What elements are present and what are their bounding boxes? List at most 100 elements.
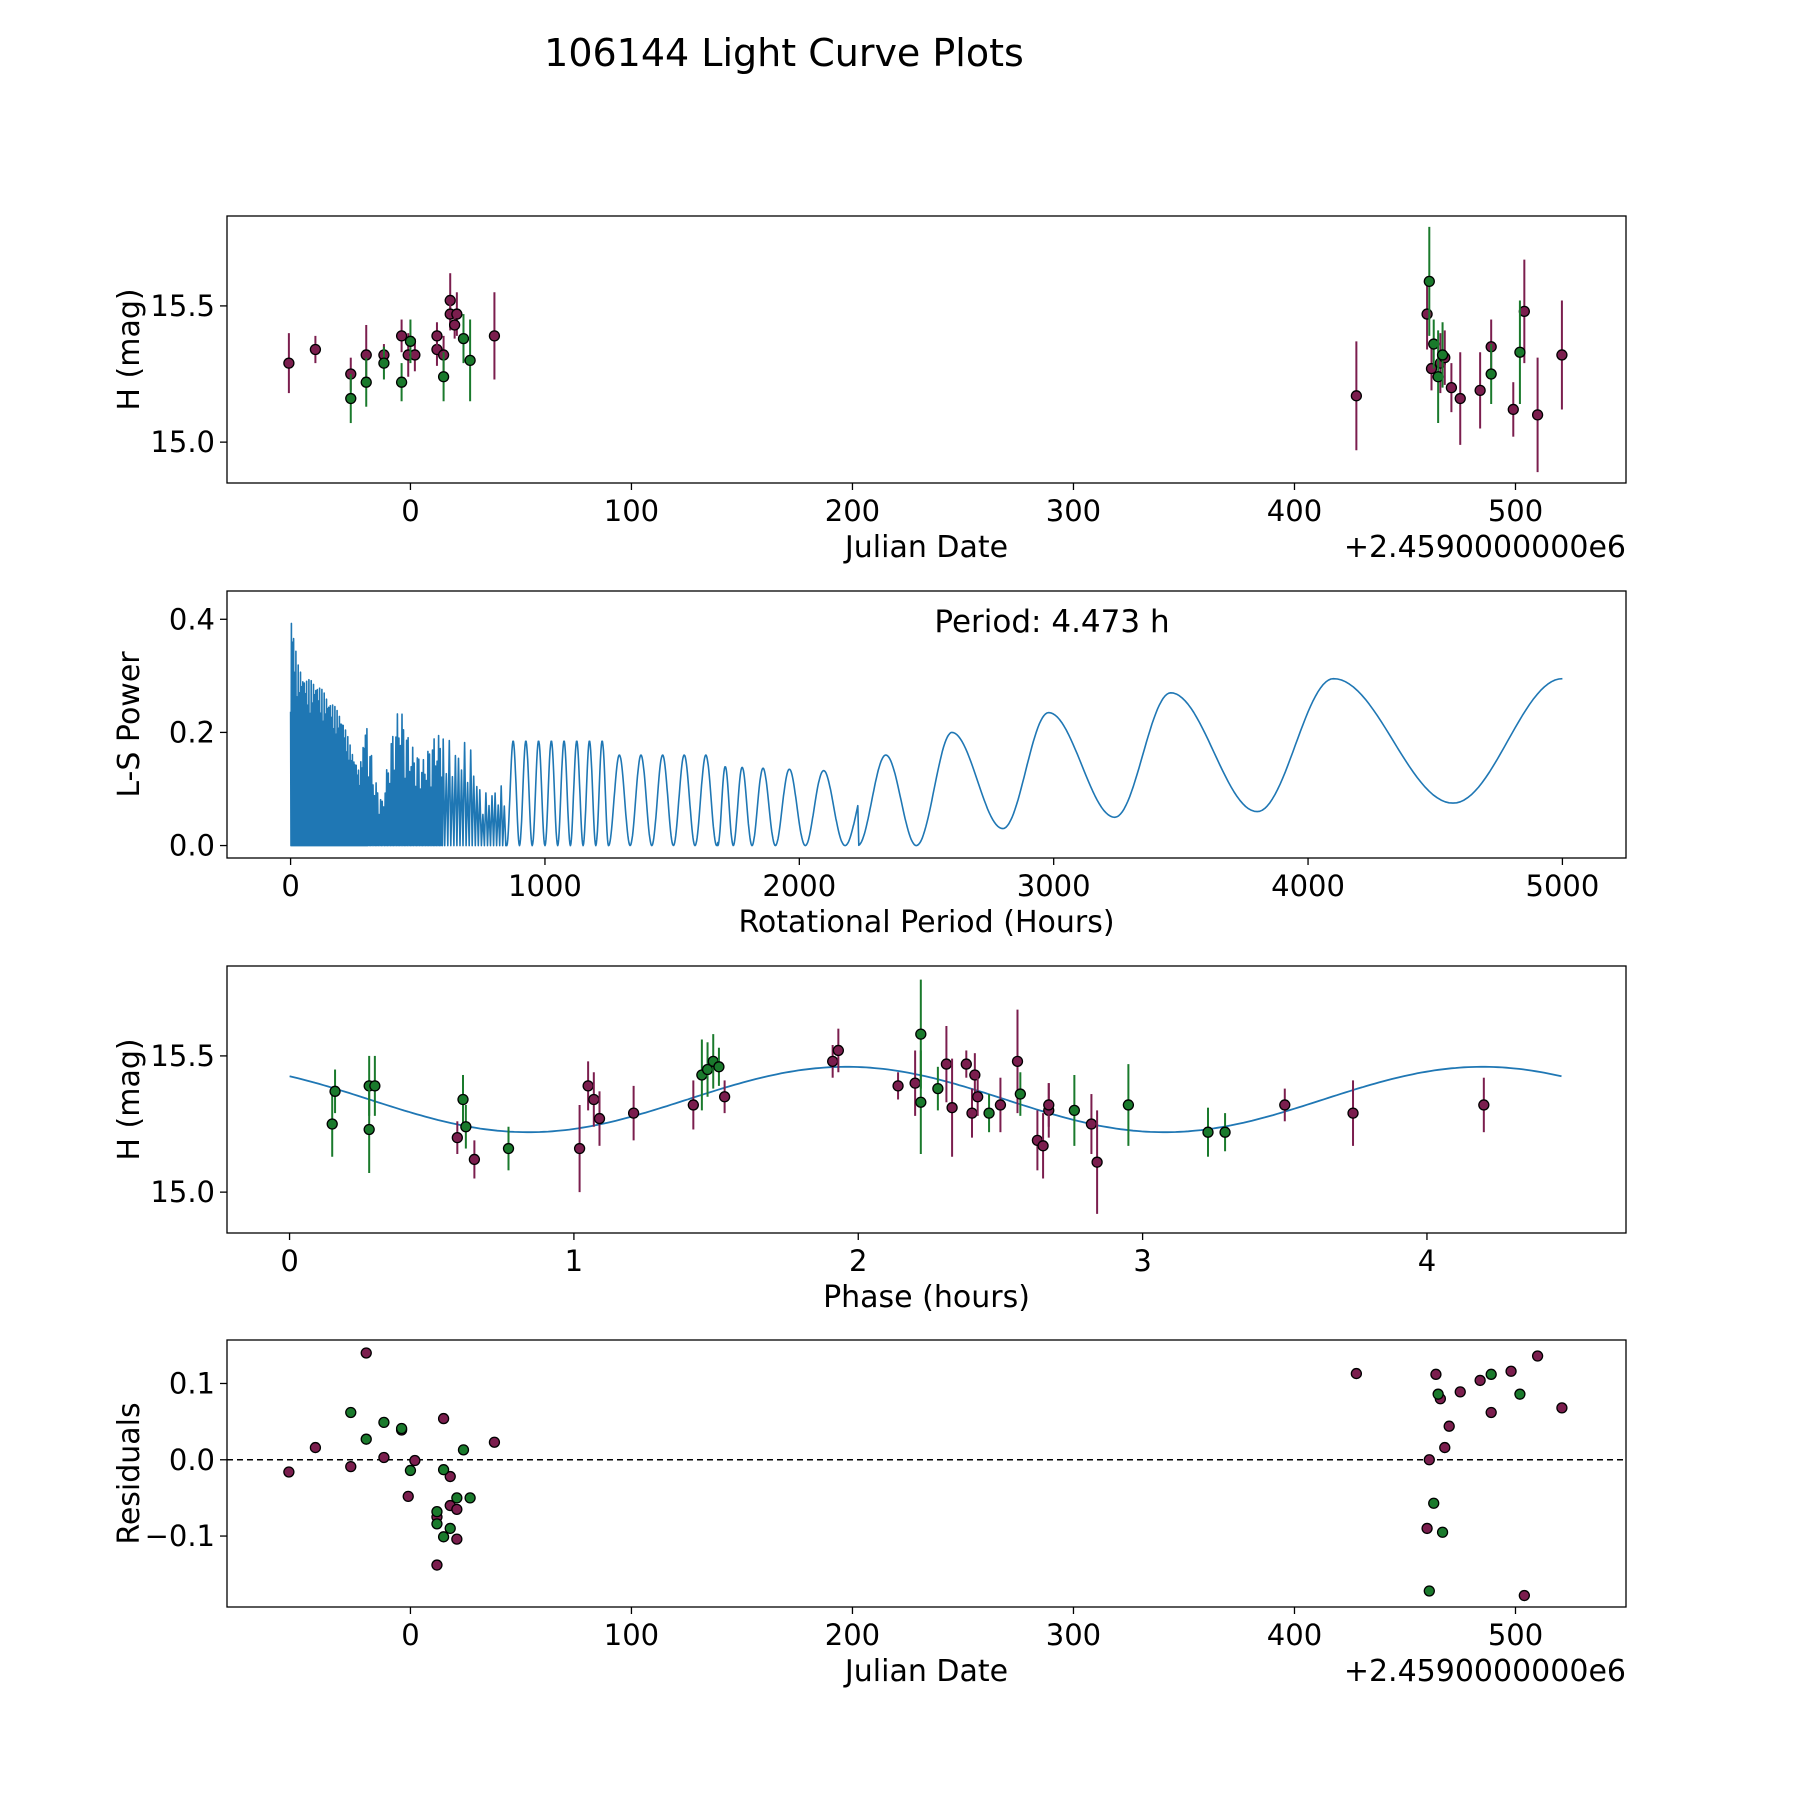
x-tick-label: 200 [825,494,880,528]
data-point [468,1153,481,1166]
data-point [946,1102,958,1114]
data-point [966,1107,978,1119]
data-point [460,1121,472,1133]
x-axis-label: Julian Date [843,1654,1008,1689]
data-point [593,1112,606,1125]
data-point [360,1433,372,1445]
axes-frame [226,215,1627,484]
y-tick-label: 0.1 [169,1366,215,1400]
data-point [502,1142,515,1155]
figure-title: 106144 Light Curve Plots [544,31,1024,75]
data-point [451,1492,463,1504]
data-point [1423,275,1435,288]
data-point [451,1533,463,1545]
x-tick-label: 0 [401,1618,419,1652]
data-point [1068,1104,1081,1117]
period-annotation: Period: 4.473 h [934,604,1169,640]
data-point [1432,1388,1444,1400]
data-point [1485,1406,1497,1419]
data-point [1454,1386,1466,1398]
data-point [1421,1522,1433,1535]
data-point [1436,1526,1449,1538]
x-tick-label: 0 [281,869,299,903]
data-point [1085,1118,1098,1130]
x-tick-label: 1 [565,1244,583,1278]
x-tick-label: 400 [1267,494,1322,528]
data-point [1428,1497,1440,1509]
y-tick-label: 15.5 [150,1039,215,1073]
data-point [969,1069,981,1081]
chart-phase-fold: 0 1 2 3 4 15.0 15.5 Phase (hours) H (mag) [112,965,1627,1315]
x-tick-label: 400 [1267,1618,1322,1652]
data-point [627,1107,640,1119]
data-point [1347,1107,1359,1119]
x-axis-label: Julian Date [843,530,1008,565]
periodogram-line [289,622,1563,847]
y-tick-label: −0.1 [145,1519,215,1553]
data-point [1518,1589,1530,1602]
data-point [404,335,417,347]
data-point [378,357,390,369]
x-tick-label: 0 [401,494,419,528]
data-point [1474,384,1486,397]
data-point [1202,1126,1214,1138]
data-point [360,1347,372,1359]
data-point [1556,349,1568,361]
x-axis-label: Rotational Period (Hours) [738,905,1114,940]
data-point [395,1422,408,1435]
data-point [1014,1088,1026,1100]
data-point [369,1080,381,1092]
data-point [1445,381,1458,394]
data-point [451,1131,463,1144]
data-point [940,1058,953,1070]
y-tick-label: 0.0 [169,829,215,863]
data-point [1122,1099,1135,1111]
y-axis-label: L-S Power [112,651,147,798]
x-axis-label: Phase (hours) [823,1280,1030,1315]
x-tick-label: 5000 [1526,869,1600,903]
data-point [1485,368,1497,380]
data-point [1423,1454,1435,1466]
x-offset-label: +2.4590000000e6 [1344,1654,1626,1689]
y-tick-label: 15.0 [150,1175,215,1209]
y-tick-label: 0.4 [169,602,215,636]
data-point [983,1107,995,1119]
y-tick-label: 15.5 [150,289,215,323]
data-point [1454,392,1466,405]
y-axis-label: Residuals [112,1402,147,1544]
data-point [345,392,357,405]
x-tick-label: 500 [1488,494,1543,528]
axes-frame [226,1339,1627,1608]
data-point [582,1080,594,1092]
y-tick-label: 0.0 [169,1443,215,1477]
data-point [431,1559,443,1571]
data-point [1011,1055,1024,1068]
x-tick-label: 2 [849,1244,867,1278]
data-point [283,1466,295,1478]
data-point [1514,346,1526,358]
x-tick-label: 100 [604,1618,659,1652]
data-point [1474,1374,1486,1387]
plot-area [283,226,1568,473]
data-point [1443,1420,1455,1432]
x-tick-label: 3000 [1017,869,1091,903]
data-point [283,357,295,369]
data-point [404,1464,417,1477]
data-point [448,319,461,331]
y-tick-label: 0.2 [169,715,215,749]
data-point [1514,1388,1526,1400]
axes-frame [226,965,1627,1234]
data-point [1037,1140,1049,1152]
chart-periodogram: 0 1000 2000 3000 4000 5000 0.0 0.2 0.4 Rotational… [112,590,1627,940]
data-point [1423,1585,1435,1597]
data-point [718,1091,731,1103]
x-tick-label: 300 [1046,494,1101,528]
x-tick-label: 3 [1133,1244,1151,1278]
data-point [1430,1368,1442,1380]
data-point [326,1118,338,1130]
data-point [431,1518,443,1530]
data-point [1091,1156,1103,1168]
data-point [345,1406,357,1419]
data-point [1436,349,1449,361]
